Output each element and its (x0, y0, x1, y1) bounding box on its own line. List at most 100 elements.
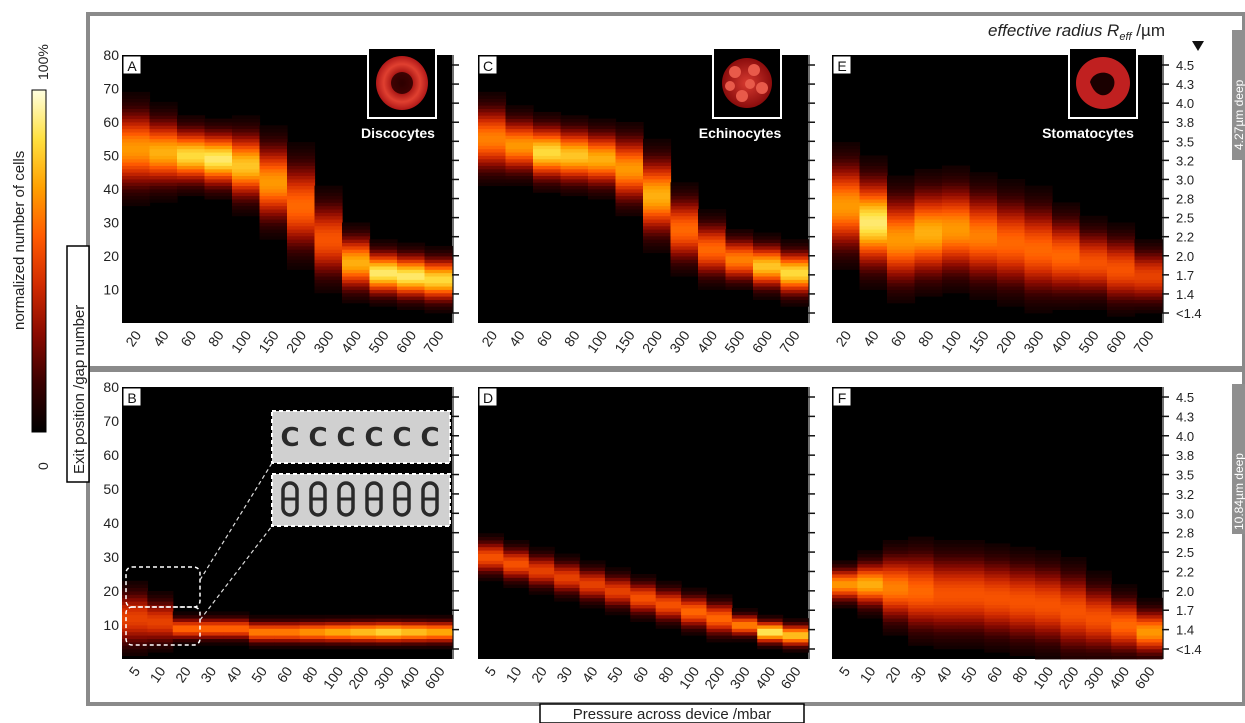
heatmap-cell (1035, 601, 1062, 605)
x-tick-label: 20 (478, 327, 500, 349)
heatmap-cell (588, 178, 617, 183)
heatmap-cell (1107, 222, 1136, 227)
heatmap-cell (122, 132, 151, 136)
heatmap-cell (204, 165, 233, 170)
heatmap-cell (204, 175, 233, 180)
heatmap-cell (958, 597, 985, 602)
heatmap-cell (1060, 584, 1087, 588)
heatmap-cell (1111, 638, 1138, 643)
heatmap-cell (147, 614, 174, 619)
heatmap-cell (478, 118, 507, 123)
heatmap-cell (882, 543, 909, 548)
heatmap-cell (528, 580, 555, 585)
heatmap-cell (259, 125, 288, 130)
x-tick-label: 80 (1009, 663, 1031, 685)
heatmap-cell (177, 142, 206, 146)
heatmap-cell (259, 235, 288, 240)
heatmap-cell (887, 289, 916, 294)
heatmap-cell (1009, 638, 1036, 643)
radius-tick-label: 1.4 (1176, 287, 1194, 302)
heatmap-cell (232, 182, 261, 187)
heatmap-column (698, 209, 727, 290)
heatmap-cell (942, 282, 971, 287)
heatmap-cell (1136, 635, 1163, 639)
heatmap-cell (1024, 269, 1053, 274)
heatmap-cell (478, 536, 504, 541)
heatmap-column (1052, 202, 1081, 310)
heatmap-cell (942, 289, 971, 294)
heatmap-cell (299, 642, 326, 646)
heatmap-cell (314, 266, 343, 270)
heatmap-cell (1035, 608, 1062, 612)
radius-axis-title: effective radius Reff /µm (988, 21, 1165, 43)
heatmap-cell (857, 611, 884, 616)
heatmap-cell (1134, 282, 1163, 287)
heatmap-cell (1085, 570, 1112, 575)
heatmap-cell (287, 242, 316, 247)
heatmap-cell (350, 635, 377, 639)
heatmap-cell (204, 178, 233, 183)
heatmap-cell (122, 172, 151, 176)
heatmap-cell (1009, 546, 1036, 551)
heatmap-cell (505, 178, 534, 183)
heatmap-cell (859, 245, 888, 250)
heatmap-cell (342, 235, 371, 240)
heatmap-cell (1060, 604, 1087, 609)
x-tick-label: 400 (1048, 327, 1075, 355)
heatmap-cell (1085, 621, 1112, 626)
x-tick-label: 700 (420, 327, 447, 355)
heatmap-cell (643, 182, 672, 187)
heatmap-cell (857, 587, 884, 592)
heatmap-cell (147, 608, 174, 612)
heatmap-cell (1024, 189, 1053, 193)
heatmap-cell (147, 611, 174, 616)
heatmap-cell (969, 185, 998, 190)
heatmap-cell (588, 118, 617, 123)
heatmap-cell (1111, 655, 1138, 660)
heatmap-cell (933, 604, 960, 609)
x-tick-label: 100 (676, 663, 703, 691)
heatmap-cell (630, 614, 657, 619)
heatmap-cell (832, 597, 858, 602)
heatmap-cell (533, 189, 562, 193)
heatmap-cell (560, 175, 589, 180)
heatmap-cell (505, 168, 534, 173)
heatmap-cell (933, 631, 960, 636)
heatmap-cell (314, 289, 343, 294)
heatmap-cell (933, 580, 960, 585)
heatmap-cell (1052, 306, 1081, 310)
heatmap-cell (149, 192, 178, 197)
heatmap-cell (780, 266, 809, 270)
heatmap-cell (588, 145, 617, 150)
heatmap-cell (314, 262, 343, 267)
heatmap-cell (1009, 577, 1036, 582)
heatmap-cell (643, 199, 672, 203)
heatmap-cell (997, 215, 1026, 220)
heatmap-cell (670, 232, 699, 237)
heatmap-cell (958, 604, 985, 609)
x-tick-label: 60 (887, 327, 909, 349)
heatmap-cell (122, 195, 151, 200)
heatmap-cell (942, 252, 971, 257)
panel-letter-box (478, 55, 498, 75)
heatmap-cell (314, 222, 343, 227)
cell-type-label: Echinocytes (699, 125, 782, 141)
heatmap-cell (1079, 235, 1108, 240)
heatmap-cell (350, 618, 377, 622)
heatmap-cell (259, 135, 288, 140)
heatmap-cell (369, 269, 398, 274)
heatmap-cell (122, 202, 151, 207)
x-tick-label: 300 (726, 663, 753, 691)
heatmap-cell (147, 621, 174, 626)
heatmap-cell (274, 638, 301, 643)
heatmap-cell (259, 192, 288, 197)
heatmap-column (122, 91, 151, 207)
heatmap-cell (1060, 621, 1087, 626)
heatmap-cell (832, 245, 861, 250)
heatmap-column (1134, 239, 1163, 314)
c-shape-cell-icon: C (336, 423, 355, 453)
heatmap-cell (149, 175, 178, 180)
heatmap-cell (397, 282, 426, 287)
heatmap-cell (554, 570, 581, 575)
heatmap-cell (397, 256, 426, 260)
